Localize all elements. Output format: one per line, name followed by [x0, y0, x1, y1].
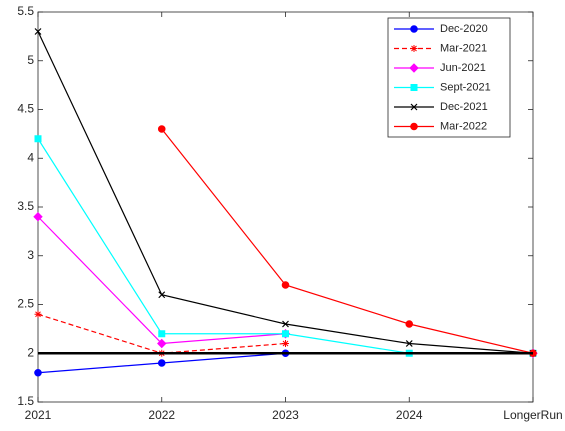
x-tick-label: LongerRun — [503, 408, 562, 422]
legend-label: Dec-2021 — [440, 101, 488, 113]
y-tick-label: 3.5 — [17, 199, 34, 213]
y-tick-label: 1.5 — [17, 394, 34, 408]
y-tick-label: 4.5 — [17, 102, 34, 116]
marker — [282, 340, 289, 347]
marker — [410, 84, 418, 91]
marker — [282, 330, 289, 338]
y-tick-label: 4 — [27, 150, 34, 164]
y-tick-label: 5 — [27, 53, 34, 67]
y-tick-label: 2.5 — [17, 297, 34, 311]
legend-box — [387, 17, 511, 138]
legend-label: Jun-2021 — [440, 62, 486, 74]
y-tick-label: 5.5 — [17, 4, 34, 18]
marker — [405, 320, 414, 328]
marker — [34, 28, 42, 35]
marker — [158, 330, 166, 338]
marker — [409, 63, 419, 73]
marker — [34, 368, 42, 377]
y-tick-label: 3 — [27, 248, 34, 262]
marker — [410, 45, 418, 52]
marker — [157, 338, 167, 349]
marker — [157, 125, 166, 133]
x-tick-label: 2024 — [396, 408, 423, 422]
marker — [410, 103, 418, 111]
legend-label: Sept-2021 — [440, 81, 491, 93]
x-tick-label: 2022 — [148, 408, 175, 422]
y-tick-label: 2 — [27, 345, 34, 359]
legend-label: Mar-2021 — [440, 42, 487, 54]
legend-label: Dec-2020 — [440, 23, 488, 35]
x-tick-label: 2021 — [25, 408, 52, 422]
marker — [281, 281, 290, 289]
legend: Dec-2020 Mar-2021 Jun-2021 Sept-2021 Dec-202… — [387, 17, 511, 138]
marker — [410, 25, 418, 33]
marker — [405, 340, 413, 347]
legend-label: Mar-2022 — [440, 120, 487, 132]
series-line — [161, 128, 534, 354]
marker — [33, 212, 43, 222]
marker — [34, 135, 42, 143]
marker — [282, 320, 289, 328]
marker — [158, 291, 166, 299]
marker — [157, 359, 166, 367]
marker — [410, 122, 418, 131]
marker — [34, 310, 42, 318]
x-tick-label: 2023 — [272, 408, 299, 422]
